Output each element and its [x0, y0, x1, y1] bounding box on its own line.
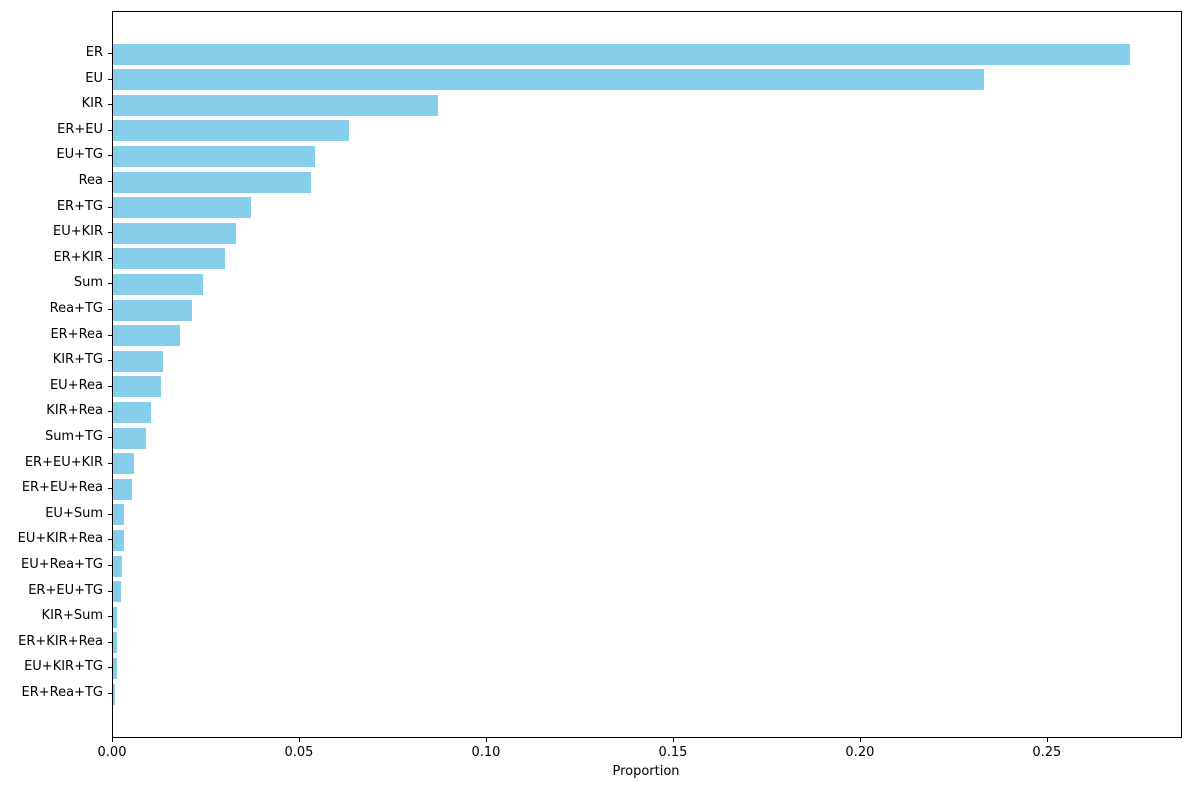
- bar-eu-rea-tg: [113, 555, 123, 577]
- plot-area: [112, 11, 1182, 738]
- bar-er-kir: [113, 248, 226, 270]
- y-tick-label: KIR: [81, 96, 103, 112]
- y-tick-label: ER+EU: [57, 121, 103, 137]
- y-tick-mark: [108, 616, 112, 618]
- y-tick-label: EU+TG: [56, 147, 103, 163]
- x-tick-mark: [112, 738, 113, 742]
- bar-er: [113, 43, 1131, 65]
- x-tick-mark: [859, 738, 861, 742]
- bar-kir-rea: [113, 401, 151, 423]
- bar-er-eu-rea: [113, 478, 132, 500]
- y-tick-mark: [108, 539, 112, 541]
- bar-er-eu-kir: [113, 453, 134, 475]
- bar-eu-kir: [113, 222, 237, 244]
- y-tick-label: Sum+TG: [44, 429, 103, 444]
- bar-eu-kir-rea: [113, 529, 125, 551]
- y-tick-mark: [108, 334, 112, 336]
- y-tick-label: ER+KIR: [53, 249, 103, 265]
- y-tick-mark: [108, 641, 112, 643]
- bar-eu-tg: [113, 145, 315, 167]
- y-tick-mark: [108, 488, 112, 490]
- y-tick-label: ER: [85, 45, 103, 60]
- y-tick-label: KIR+Rea: [46, 403, 103, 419]
- y-tick-label: KIR+TG: [52, 352, 103, 368]
- x-tick-mark: [298, 738, 300, 742]
- y-tick-mark: [108, 385, 112, 387]
- bar-sum-tg: [113, 427, 146, 449]
- y-tick-label: Sum: [73, 275, 103, 291]
- y-tick-mark: [108, 283, 112, 285]
- x-tick-label: 0.15: [658, 745, 688, 760]
- y-tick-label: ER+TG: [56, 198, 103, 214]
- y-tick-label: ER+EU+Rea: [21, 480, 103, 496]
- bar-kir-tg: [113, 350, 164, 372]
- y-tick-mark: [108, 462, 112, 464]
- y-tick-mark: [108, 78, 112, 80]
- y-tick-label: Rea+TG: [49, 301, 103, 316]
- y-tick-label: EU+Sum: [45, 505, 103, 521]
- y-tick-mark: [108, 565, 112, 566]
- y-tick-label: ER+KIR+Rea: [18, 633, 103, 649]
- x-tick-label: 0.20: [845, 745, 875, 760]
- y-tick-label: EU+Rea: [49, 377, 103, 393]
- bar-eu: [113, 69, 985, 91]
- x-tick-mark: [485, 738, 487, 742]
- y-tick-mark: [108, 104, 112, 106]
- x-tick-label: 0.25: [1032, 745, 1062, 760]
- y-tick-label: Rea: [78, 173, 103, 188]
- y-tick-label: EU+KIR: [52, 224, 103, 240]
- y-tick-mark: [108, 411, 112, 413]
- bar-eu-kir-tg: [113, 657, 118, 679]
- y-tick-mark: [108, 181, 112, 182]
- bar-kir-sum: [113, 606, 118, 628]
- bar-er-rea: [113, 325, 181, 347]
- x-axis-label: Proportion: [612, 764, 680, 779]
- y-tick-mark: [108, 206, 112, 208]
- y-tick-mark: [108, 667, 112, 669]
- y-tick-label: ER+EU+KIR: [24, 454, 103, 470]
- bar-er-eu-tg: [113, 581, 121, 603]
- y-tick-label: KIR+Sum: [41, 608, 103, 624]
- y-tick-mark: [108, 53, 112, 54]
- bar-er-kir-rea: [113, 632, 118, 654]
- y-tick-mark: [108, 513, 112, 515]
- x-tick-label: 0.00: [97, 745, 127, 760]
- x-tick-mark: [1046, 738, 1048, 742]
- bar-eu-sum: [113, 504, 125, 526]
- x-tick-label: 0.10: [471, 745, 501, 760]
- y-tick-mark: [108, 309, 112, 310]
- x-tick-label: 0.05: [284, 745, 314, 760]
- y-tick-mark: [108, 257, 112, 259]
- bar-er-tg: [113, 197, 252, 219]
- bar-sum: [113, 273, 203, 295]
- y-tick-label: EU: [85, 70, 103, 86]
- bar-er-eu: [113, 120, 349, 142]
- bar-eu-rea: [113, 376, 161, 398]
- y-tick-label: EU+KIR+Rea: [17, 531, 103, 547]
- y-tick-mark: [108, 360, 112, 362]
- y-tick-label: ER+EU+TG: [28, 582, 103, 598]
- y-tick-label: EU+KIR+TG: [24, 659, 103, 675]
- y-tick-label: ER+Rea+TG: [21, 685, 103, 700]
- bar-kir: [113, 94, 439, 116]
- y-tick-mark: [108, 232, 112, 234]
- y-tick-mark: [108, 155, 112, 157]
- bar-rea: [113, 171, 312, 193]
- bar-rea-tg: [113, 299, 192, 321]
- y-tick-mark: [108, 129, 112, 131]
- bar-er-rea-tg: [113, 683, 115, 705]
- y-tick-mark: [108, 437, 112, 438]
- y-tick-mark: [108, 590, 112, 592]
- y-tick-mark: [108, 693, 112, 694]
- y-tick-label: EU+Rea+TG: [21, 557, 103, 572]
- y-tick-label: ER+Rea: [50, 326, 103, 342]
- x-tick-mark: [672, 738, 674, 742]
